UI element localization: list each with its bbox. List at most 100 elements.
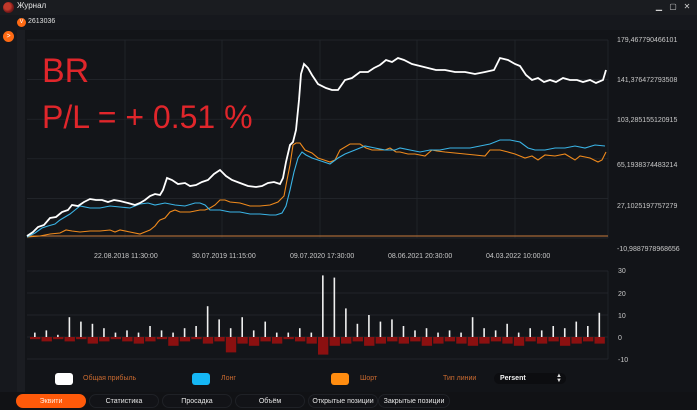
positive-bar [552,326,555,337]
positive-bar [68,317,71,337]
y-tick: 141,376472793508 [617,77,677,84]
negative-bar [306,337,317,344]
negative-bar [99,337,110,342]
negative-bar [513,337,525,346]
positive-bar [540,330,543,337]
title-bar: Журнал ▁ ▢ ✕ [0,0,697,15]
tab-closed-positions[interactable]: Закрытые позиции [378,394,450,408]
negative-bar [110,337,122,340]
account-badge-icon[interactable]: V [17,18,26,27]
positive-bar [598,312,601,337]
legend-label-long: Лонг [221,375,236,382]
positive-bar [149,326,151,337]
negative-bar [329,337,340,346]
negative-bar [53,337,64,340]
negative-bar [433,337,444,344]
y-tick: 179,467790466101 [617,37,677,44]
negative-bar [375,337,386,344]
expand-sidebar-button[interactable]: > [3,31,14,42]
maximize-button[interactable]: ▢ [669,2,677,11]
negative-bar [260,337,271,342]
y-tick: -10,9887978968656 [617,246,680,253]
legend-label-total-profit: Общая прибыль [83,375,137,382]
positive-bar [506,323,508,337]
negative-bar [398,337,410,344]
positive-bar [529,328,531,337]
legend-swatch-total-profit[interactable] [55,373,73,385]
y-tick: 27,1025197757279 [617,203,677,210]
positive-bar [298,328,301,337]
positive-bar [437,332,439,337]
legend-swatch-short[interactable] [331,373,349,385]
negative-bar [294,337,306,342]
positive-bar [114,332,117,337]
negative-bar [410,337,421,342]
negative-bar [202,337,214,344]
y-tick: 65,1938374483214 [617,162,677,169]
negative-bar [582,337,594,342]
negative-bar [179,337,191,342]
positive-bar [137,332,140,337]
positive-bar [356,323,359,337]
negative-bar [30,337,41,340]
x-tick: 30.07.2019 11:15:00 [192,253,256,260]
negative-bar [87,337,98,344]
tab-volume[interactable]: Объём [235,394,305,408]
negative-bar [571,337,582,344]
negative-bar [490,337,502,342]
negative-bar [64,337,75,342]
positive-bar [80,321,82,337]
window-title: Журнал [17,1,47,10]
line-type-value: Persent [500,375,526,382]
negative-bar [191,337,202,340]
positive-bar [126,330,128,337]
positive-bar [103,328,105,337]
negative-bar [168,337,179,346]
negative-bar [122,337,133,342]
tab-open-positions[interactable]: Открытые позиции [308,394,378,408]
negative-bar [421,337,433,346]
bar-y-tick: -10 [618,357,628,364]
short-series-line [26,142,607,238]
positive-bar [218,319,220,337]
negative-bar [525,337,536,342]
main-plot-area [27,40,608,238]
line-type-select[interactable]: Persent ▲ ▼ [494,373,566,384]
negative-bar [156,337,168,340]
bar-y-tick: 10 [618,313,626,320]
positive-bar [264,321,267,337]
negative-bar [248,337,260,346]
negative-bar [548,337,559,342]
equity-chart[interactable]: 179,467790466101 141,376472793508 103,28… [0,0,697,392]
minimize-button[interactable]: ▁ [655,2,663,11]
negative-bar [364,337,375,346]
tab-statistics[interactable]: Статистика [89,394,159,408]
positive-bar [575,321,578,337]
positive-bar [483,328,485,337]
positive-bar [414,330,416,337]
positive-bar [368,315,370,337]
negative-bar [41,337,52,342]
main-grid [27,39,609,239]
negative-bar [341,337,352,344]
negative-bar [467,337,479,346]
bar-y-tick: 20 [618,291,626,298]
positive-bars [34,275,601,337]
negative-bar [271,337,283,344]
negative-bar [225,337,237,353]
tab-drawdown[interactable]: Просадка [162,394,232,408]
positive-bar [229,328,232,337]
tab-equity[interactable]: Эквити [16,394,86,408]
positive-bar [402,326,405,337]
legend-swatch-long[interactable] [192,373,210,385]
positive-bar [391,319,393,337]
positive-bar [241,317,243,337]
left-strip [17,30,25,392]
positive-bar [345,308,347,337]
negative-bar [318,337,329,355]
pl-overlay: P/L = + 0.51 % [42,99,253,135]
close-button[interactable]: ✕ [683,2,691,11]
positive-bar [379,321,382,337]
legend-label-short: Шорт [360,375,378,382]
negative-bar [133,337,145,344]
